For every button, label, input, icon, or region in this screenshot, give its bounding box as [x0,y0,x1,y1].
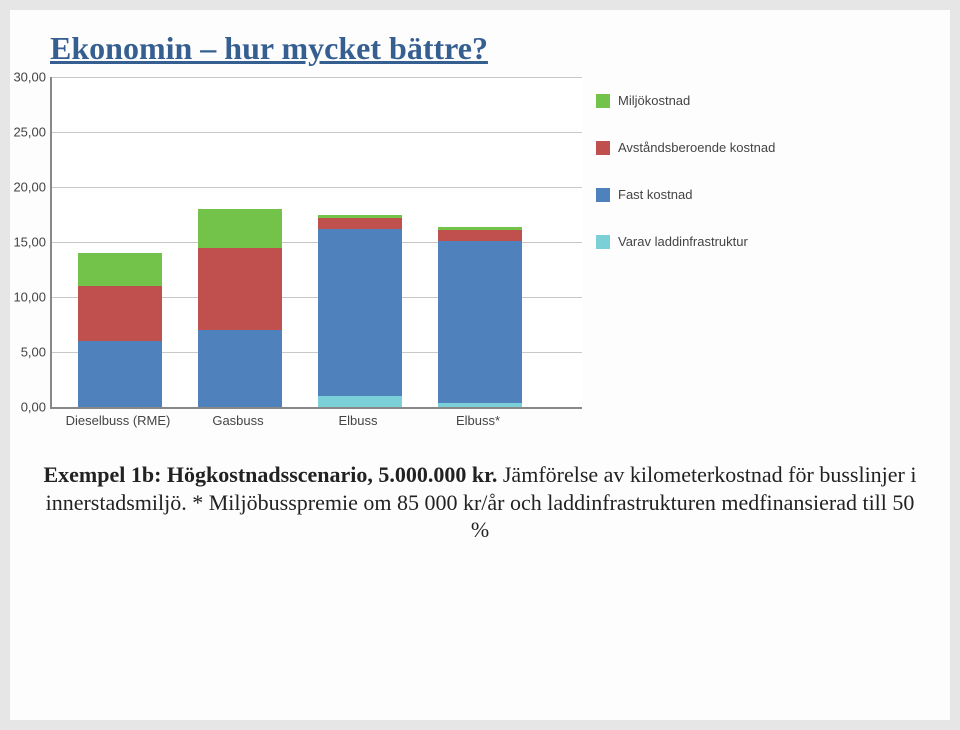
bar-segment-miljo [198,209,282,248]
y-tick-label: 5,00 [21,345,52,360]
bar-segment-miljo [78,253,162,286]
y-tick-label: 30,00 [13,70,52,85]
y-tick-label: 10,00 [13,290,52,305]
caption: Exempel 1b: Högkostnadsscenario, 5.000.0… [40,461,920,544]
legend-swatch [596,188,610,202]
bar-segment-fast [198,330,282,407]
legend-label: Avståndsberoende kostnad [618,140,775,155]
bar-segment-fast [78,341,162,407]
x-tick-label: Elbuss* [456,413,500,428]
y-tick-label: 20,00 [13,180,52,195]
bar-segment-miljo [318,215,402,218]
chart-plot: 0,005,0010,0015,0020,0025,0030,00 [50,77,582,409]
legend-item: Miljökostnad [596,93,775,108]
legend-item: Avståndsberoende kostnad [596,140,775,155]
bar-segment-fast [318,229,402,396]
x-tick-label: Gasbuss [212,413,263,428]
x-tick-label: Elbuss [338,413,377,428]
legend-item: Varav laddinfrastruktur [596,234,775,249]
bar-segment-avstand [78,286,162,341]
chart-legend: Miljökostnad Avståndsberoende kostnad Fast… [596,93,775,249]
legend-item: Fast kostnad [596,187,775,202]
x-axis-labels: Dieselbuss (RME) Gasbuss Elbuss Elbuss* [50,409,580,439]
caption-bold: Exempel 1b: Högkostnadsscenario, 5.000.0… [43,462,497,487]
bar-segment-fast [438,241,522,403]
legend-label: Fast kostnad [618,187,692,202]
bar-segment-avstand [438,230,522,241]
chart: 0,005,0010,0015,0020,0025,0030,00 Diesel… [50,77,582,439]
legend-swatch [596,141,610,155]
slide: Ekonomin – hur mycket bättre? 0,005,0010… [0,0,960,730]
bar-segment-laddinfra [318,396,402,407]
legend-label: Varav laddinfrastruktur [618,234,748,249]
slide-title: Ekonomin – hur mycket bättre? [50,30,920,67]
legend-swatch [596,235,610,249]
bar-segment-laddinfra [438,403,522,407]
y-tick-label: 25,00 [13,125,52,140]
legend-label: Miljökostnad [618,93,690,108]
bar-segment-avstand [198,248,282,331]
bar-segment-avstand [318,218,402,229]
y-tick-label: 0,00 [21,400,52,415]
y-tick-label: 15,00 [13,235,52,250]
chart-area: 0,005,0010,0015,0020,0025,0030,00 Diesel… [50,77,920,439]
grid-line [52,77,582,78]
grid-line [52,132,582,133]
x-tick-label: Dieselbuss (RME) [66,413,171,428]
bar-segment-miljo [438,227,522,230]
legend-swatch [596,94,610,108]
grid-line [52,187,582,188]
